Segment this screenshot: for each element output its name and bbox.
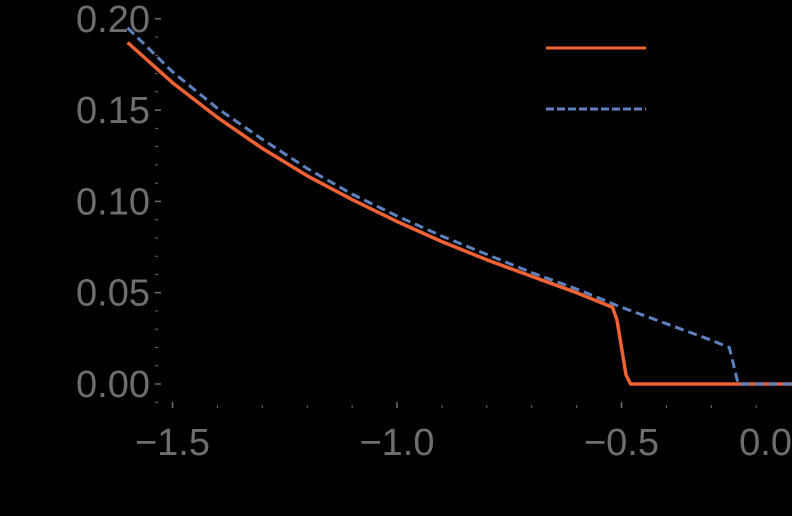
legend [546,46,646,111]
solid-series-line [126,41,792,386]
y-tick-label: 0.20 [76,0,150,41]
y-tick-label: 0.05 [76,273,150,315]
x-tick-label: −1.0 [359,422,434,464]
x-tick-label: −0.5 [584,422,659,464]
x-tick-label: 0.0 [739,422,792,464]
y-axis: 0.00 0.05 0.10 0.15 0.20 [76,0,161,406]
plot-area [126,26,792,386]
dashed-series-line [126,26,792,386]
x-tick-label: −1.5 [135,422,210,464]
x-axis: −1.5 −1.0 −0.5 0.0 [135,402,792,464]
y-tick-label: 0.10 [76,181,150,223]
y-tick-label: 0.15 [76,90,150,132]
y-tick-label: 0.00 [76,364,150,406]
